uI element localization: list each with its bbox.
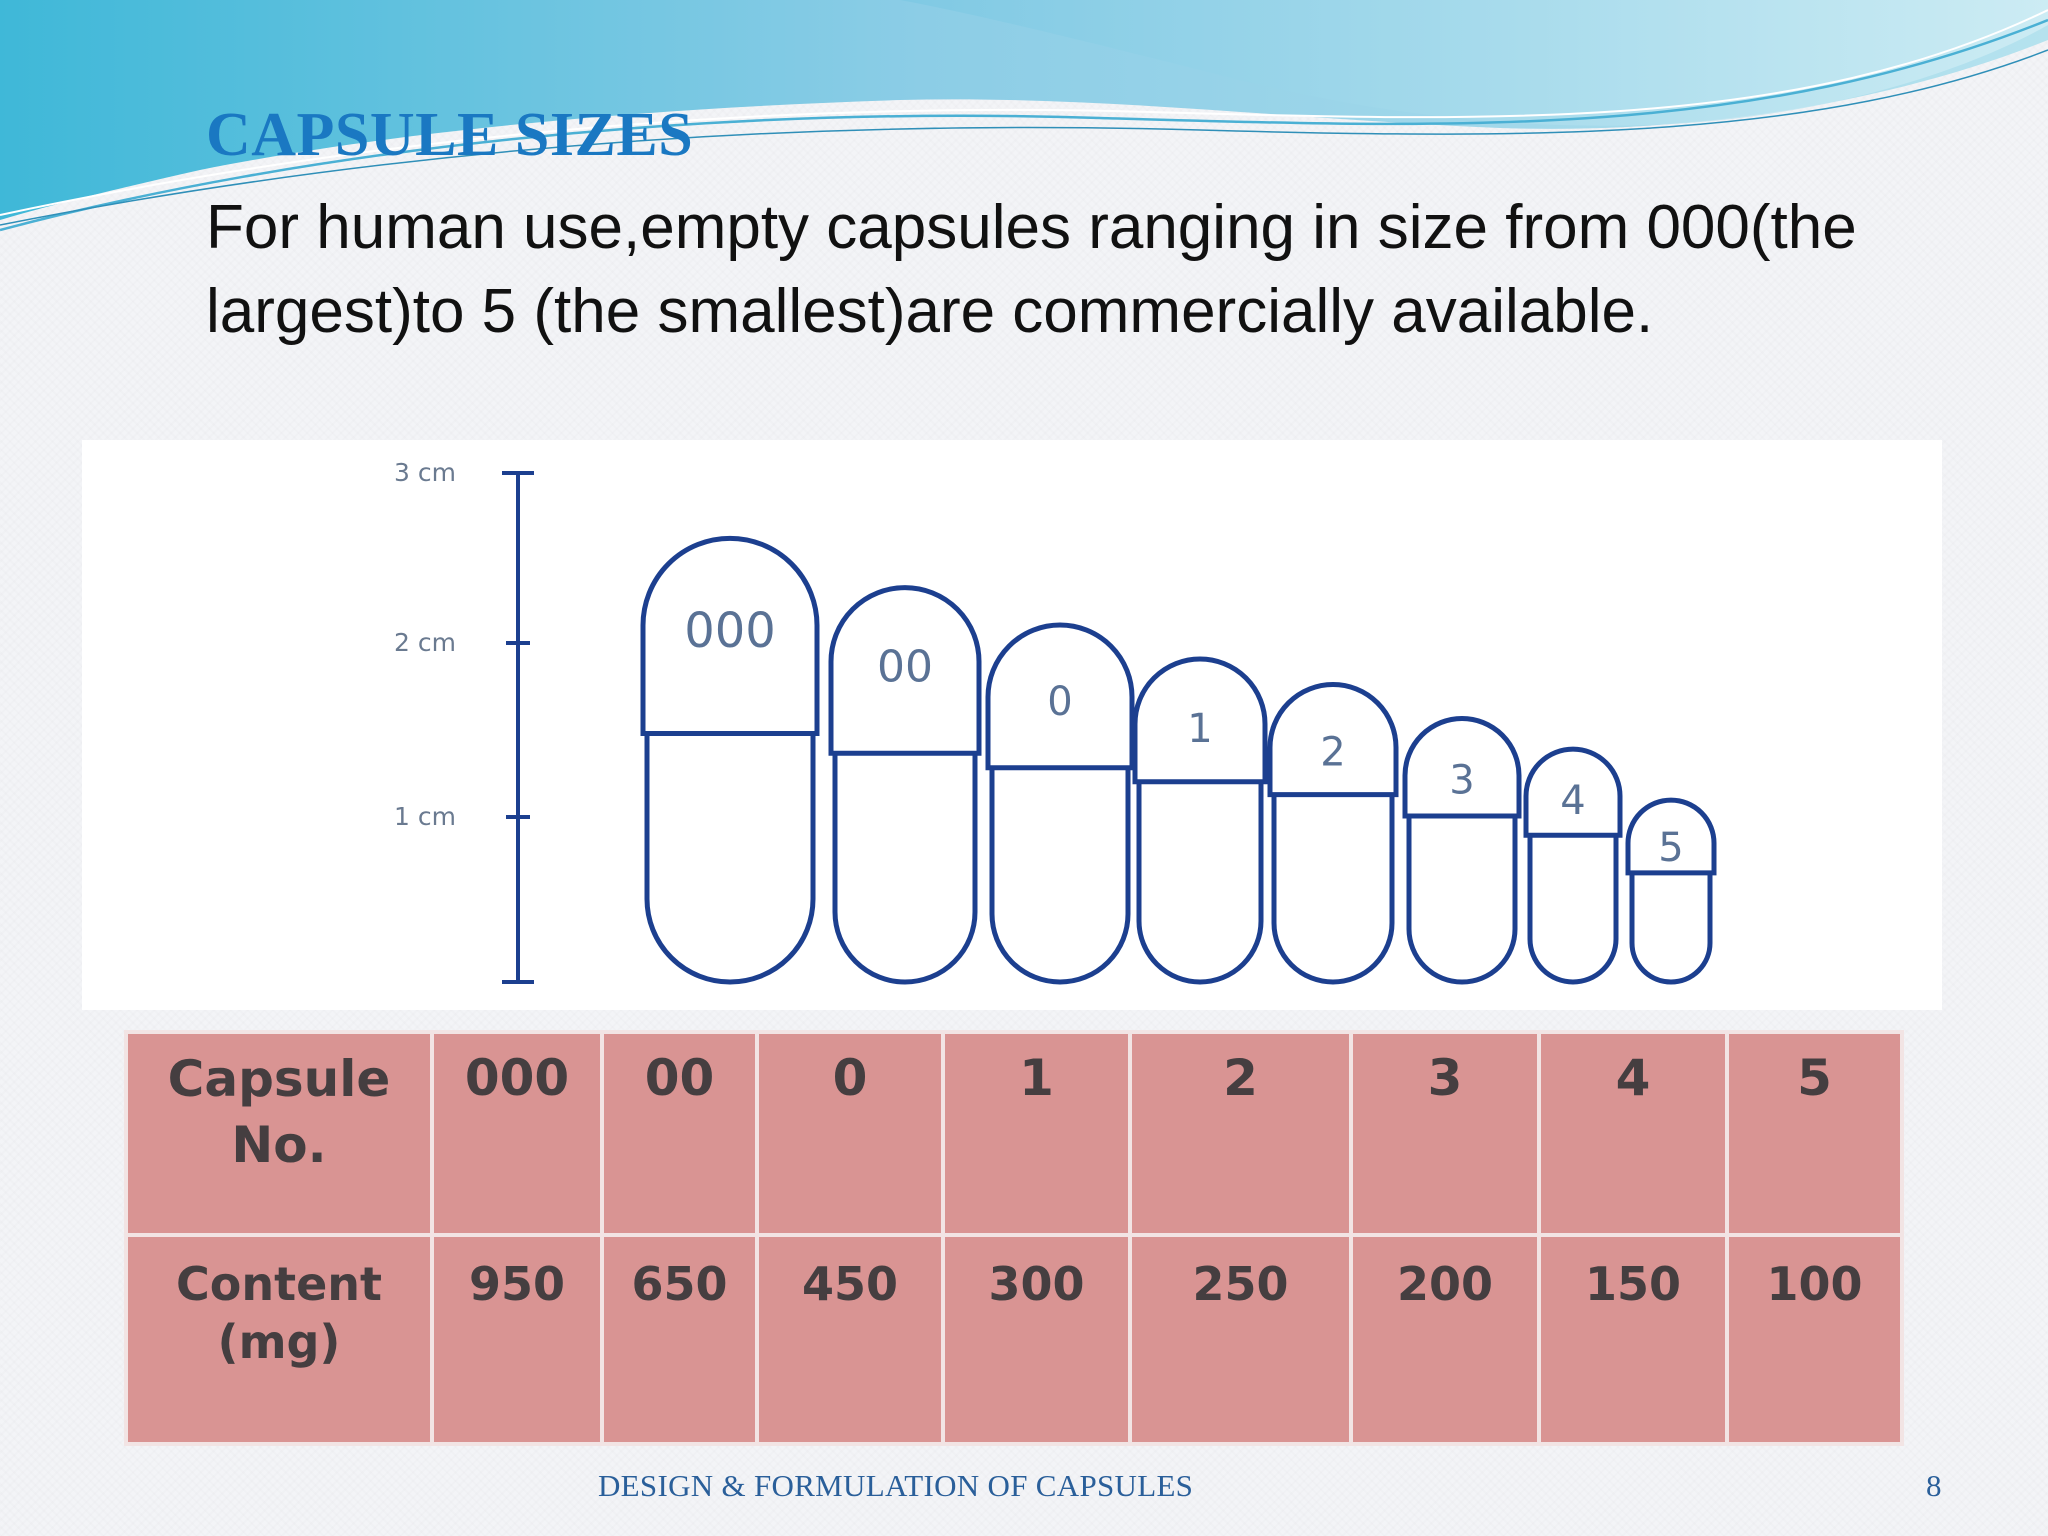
- content-mg-cell: 150: [1537, 1233, 1729, 1446]
- capsule-size-cell: 2: [1128, 1030, 1353, 1237]
- content-mg-cell: 950: [430, 1233, 604, 1446]
- capsule-size-label: 2: [1320, 730, 1345, 776]
- capsule-size-cell: 1: [941, 1030, 1132, 1237]
- slide-title: CAPSULE SIZES: [206, 101, 694, 169]
- content-mg-cell: 200: [1349, 1233, 1541, 1446]
- content-mg-cell: 450: [755, 1233, 945, 1446]
- capsule-body: [1629, 860, 1713, 985]
- content-mg-cell: 300: [941, 1233, 1132, 1446]
- capsule-size-label: 000: [684, 603, 776, 659]
- scale-label-3cm: 3 cm: [394, 458, 456, 487]
- capsule-size-cell: 5: [1725, 1030, 1904, 1237]
- row-header-line: Capsule: [167, 1050, 391, 1108]
- capsule-size-label: 4: [1560, 778, 1585, 824]
- scale-label-2cm: 2 cm: [394, 628, 456, 657]
- capsule-size-figure: 3 cm 2 cm 1 cm 000 00 0 1 2 3 4 5: [82, 440, 1942, 1010]
- capsule-cap: [1402, 716, 1522, 819]
- capsule-body: [1271, 782, 1395, 985]
- page-number: 8: [1926, 1468, 1942, 1503]
- capsule-size-cell: 000: [430, 1030, 604, 1237]
- capsule-cap: [828, 585, 982, 756]
- row-header-line: (mg): [217, 1315, 341, 1369]
- table-row-capsule-no: Capsule No. 000 00 0 1 2 3 4 5: [124, 1030, 1904, 1237]
- capsule-size-cell: 3: [1349, 1030, 1541, 1237]
- capsule-size-label: 3: [1449, 758, 1474, 804]
- slide-body-text: For human use,empty capsules ranging in …: [206, 193, 1857, 346]
- scale-label-1cm: 1 cm: [394, 802, 456, 831]
- capsule-cap: [1132, 656, 1268, 785]
- capsule-size-cell: 0: [755, 1030, 945, 1237]
- capsule-body: [989, 755, 1131, 985]
- capsule-size-label: 00: [877, 641, 933, 692]
- capsule-size-cell: 00: [600, 1030, 759, 1237]
- capsule-size-label: 1: [1187, 706, 1212, 752]
- capsule-size-cell: 4: [1537, 1030, 1729, 1237]
- capsule-size-table: Capsule No. 000 00 0 1 2 3 4 5 Content (…: [124, 1030, 1904, 1446]
- capsule-cap: [640, 535, 820, 737]
- row-header-content: Content (mg): [124, 1233, 434, 1446]
- table-row-content: Content (mg) 950 650 450 300 250 200 150…: [124, 1233, 1904, 1446]
- content-mg-cell: 650: [600, 1233, 759, 1446]
- capsule-cap: [1625, 797, 1717, 876]
- header-wave-decoration: [0, 0, 2048, 232]
- capsule-cap: [1267, 682, 1399, 798]
- content-mg-cell: 250: [1128, 1233, 1353, 1446]
- capsule-body: [1136, 769, 1264, 985]
- row-header-capsule-no: Capsule No.: [124, 1030, 434, 1237]
- row-header-line: No.: [231, 1116, 327, 1174]
- content-mg-cell: 100: [1725, 1233, 1904, 1446]
- capsule-size-label: 0: [1047, 679, 1072, 725]
- row-header-line: Content: [175, 1257, 383, 1311]
- capsule-body: [1406, 803, 1518, 985]
- capsule-body: [644, 721, 816, 985]
- footer-text: DESIGN & FORMULATION OF CAPSULES: [598, 1468, 1194, 1503]
- capsule-body: [1527, 823, 1619, 985]
- capsule-size-label: 5: [1658, 825, 1683, 871]
- capsule-cap: [1523, 746, 1623, 838]
- capsule-cap: [985, 622, 1135, 771]
- capsule-body: [832, 741, 978, 985]
- scale-bar: 3 cm 2 cm 1 cm: [394, 458, 534, 984]
